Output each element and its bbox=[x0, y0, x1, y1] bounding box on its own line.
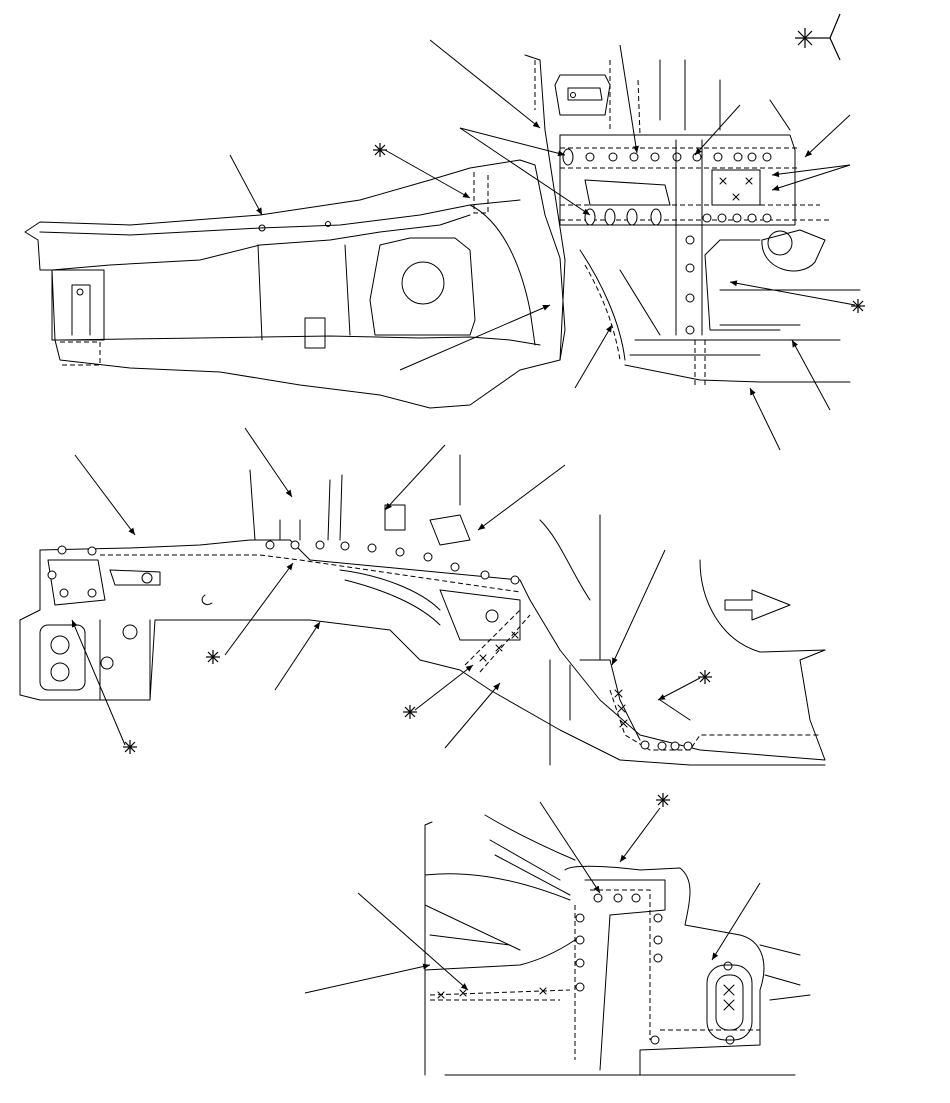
middle-member-contours bbox=[339, 569, 441, 626]
lower-mount-inner bbox=[715, 974, 744, 1031]
middle-vertical-lines bbox=[249, 454, 461, 541]
front-plate-hook bbox=[201, 594, 213, 606]
front-block-divisions bbox=[99, 619, 151, 701]
direction-arrow bbox=[724, 589, 791, 621]
front-block-hole-3 bbox=[122, 624, 138, 640]
lower-crossmember-outline bbox=[564, 865, 765, 1076]
lower-mount-outer bbox=[706, 964, 753, 1041]
strut-housing bbox=[369, 237, 476, 336]
front-bracket bbox=[51, 269, 105, 341]
middle-hidden-top bbox=[100, 554, 521, 593]
front-plate bbox=[47, 559, 106, 606]
upper-spot-welds-vertical bbox=[685, 235, 695, 335]
middle-upper-panels bbox=[384, 504, 591, 601]
small-hole-b bbox=[325, 221, 331, 227]
front-bracket-slot bbox=[71, 284, 91, 336]
lower-view bbox=[304, 793, 811, 1076]
upper-pillar-lines bbox=[659, 59, 791, 131]
upper-member-top-edge bbox=[39, 199, 521, 236]
front-bracket-hole bbox=[76, 288, 84, 296]
pillar-flange bbox=[675, 139, 703, 336]
rear-loop-hole bbox=[767, 230, 793, 256]
strut-hole bbox=[401, 261, 445, 305]
upper-asterisk-marks bbox=[373, 143, 865, 313]
middle-spot-welds-front bbox=[47, 545, 97, 598]
rear-sill-lines bbox=[704, 239, 861, 331]
lower-x-welds bbox=[437, 987, 547, 999]
lower-right-lines bbox=[759, 944, 811, 1001]
lower-upper-contours bbox=[484, 814, 576, 896]
bulkhead-panel bbox=[559, 134, 796, 226]
lower-mount-x-welds bbox=[723, 984, 735, 1011]
upper-side-member-outline bbox=[24, 159, 566, 409]
lower-left-contours bbox=[424, 873, 576, 971]
middle-asterisk-marks bbox=[123, 650, 712, 754]
bulkhead-hidden-lines bbox=[560, 147, 830, 221]
middle-leaders bbox=[71, 427, 701, 749]
bulkhead-window-x-welds bbox=[719, 177, 753, 201]
upper-spot-welds-lower-row bbox=[702, 213, 772, 223]
front-block-hole-4 bbox=[100, 656, 114, 670]
lower-sill-lines bbox=[624, 339, 851, 383]
bulkhead-stiffener bbox=[584, 179, 671, 206]
rear-hidden-lines bbox=[609, 689, 820, 751]
rear-spot-welds bbox=[640, 740, 693, 751]
upper-member-lower-edge bbox=[59, 335, 541, 346]
upper-spot-welds-top-row bbox=[585, 152, 772, 162]
wheel-house-arc bbox=[469, 204, 536, 346]
lower-spot-welds bbox=[575, 893, 735, 1045]
middle-gusset-hole bbox=[485, 609, 499, 623]
cowl-edge bbox=[524, 54, 566, 361]
cowl-opening bbox=[554, 74, 611, 116]
rear-wheel-arch bbox=[699, 559, 826, 653]
asterisk-symbol-top-right bbox=[795, 13, 841, 61]
rear-pillar-lines bbox=[549, 514, 691, 766]
small-hole-a bbox=[258, 224, 266, 232]
upper-member-mid-edge bbox=[51, 214, 471, 271]
front-block-hole-2 bbox=[50, 662, 70, 682]
rear-x-welds bbox=[614, 689, 628, 728]
middle-member-upper-outline bbox=[39, 539, 826, 761]
diagonal-brace-x-welds bbox=[479, 631, 519, 662]
lower-hidden-lines bbox=[429, 989, 760, 1031]
lower-wheelhouse-lines bbox=[579, 249, 661, 361]
middle-spot-welds-row bbox=[265, 540, 520, 585]
middle-view bbox=[19, 427, 826, 766]
upper-member-ribs bbox=[257, 244, 351, 349]
bulkhead-window bbox=[711, 169, 761, 206]
upper-leaders bbox=[229, 39, 856, 451]
lower-crossmember-inner bbox=[584, 879, 666, 1071]
middle-gusset bbox=[439, 589, 521, 641]
lower-leaders bbox=[304, 801, 761, 994]
diagonal-brace-hidden bbox=[464, 609, 531, 673]
lower-asterisk-marks bbox=[656, 793, 670, 807]
hidden-reinforcement bbox=[473, 172, 489, 214]
rear-loop-bracket bbox=[761, 229, 826, 272]
front-plate-slot bbox=[109, 569, 161, 586]
front-block-left bbox=[39, 624, 86, 691]
lower-wheelhouse-hidden bbox=[584, 264, 621, 361]
front-bracket-hidden bbox=[60, 341, 101, 366]
middle-member-lower-outline bbox=[19, 549, 826, 766]
front-plate-hole bbox=[141, 572, 153, 584]
lower-frame bbox=[424, 821, 796, 1076]
front-block-hole-1 bbox=[50, 635, 70, 655]
sill-hidden bbox=[694, 340, 706, 385]
cowl-hole bbox=[570, 92, 576, 98]
cowl-opening-inner bbox=[567, 87, 603, 101]
cowl-hidden-lines bbox=[534, 60, 641, 136]
lower-crossmember-hidden bbox=[574, 889, 651, 1060]
upper-view bbox=[24, 13, 865, 451]
